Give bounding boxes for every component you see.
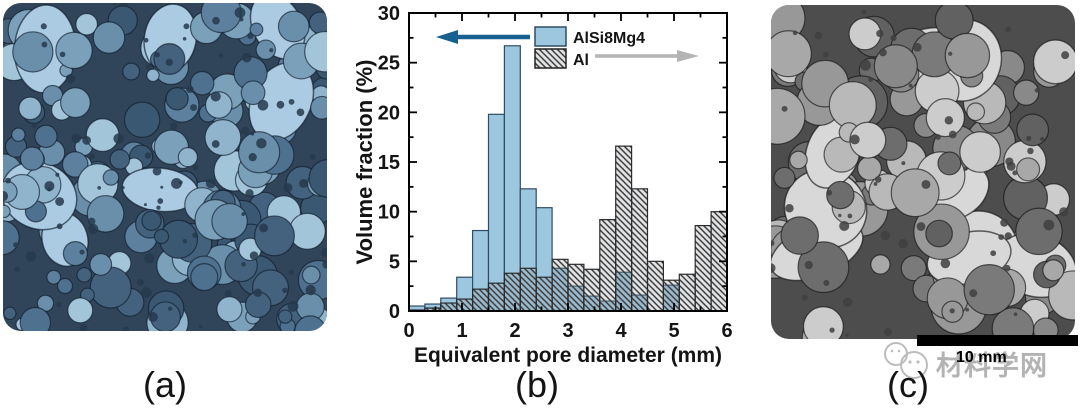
bar-al <box>646 260 664 312</box>
right-arrowhead-icon <box>677 50 699 62</box>
left-arrowhead-icon <box>436 30 458 44</box>
bar-al <box>519 267 537 312</box>
bar-alsi8mg4 <box>487 113 505 312</box>
svg-text:6: 6 <box>721 320 732 342</box>
bar-al <box>456 298 474 312</box>
chat-bubbles-icon <box>884 342 928 379</box>
legend-swatch-al <box>534 48 567 69</box>
scale-bar-label: 10 mm <box>956 349 1007 366</box>
svg-text:1: 1 <box>456 320 467 342</box>
panel-a-label: (a) <box>143 364 187 405</box>
bar-al <box>678 273 696 312</box>
bar-al <box>503 272 521 312</box>
bar-alsi8mg4 <box>503 45 521 312</box>
axis-ticks <box>408 12 728 312</box>
bar-al <box>567 263 585 312</box>
x-tick-labels: 0 1 2 3 4 5 6 <box>403 320 732 342</box>
bar-al <box>599 219 617 312</box>
y-tick-labels: 0 5 10 15 20 25 30 <box>378 3 400 323</box>
legend-swatch-alsi8mg4 <box>534 26 567 47</box>
bar-al <box>487 282 505 312</box>
watermark: 材料学网 10 mm <box>876 338 1080 382</box>
svg-text:10: 10 <box>378 202 400 224</box>
x-axis-title: Equivalent pore diameter (mm) <box>414 344 722 367</box>
svg-text:4: 4 <box>615 320 627 342</box>
svg-text:15: 15 <box>378 152 400 174</box>
svg-text:2: 2 <box>509 320 520 342</box>
panel-b-histogram: 0 1 2 3 4 5 6 0 5 10 15 20 25 30 Equivalent pore diame… <box>352 3 733 367</box>
watermark-text: 材料学网 <box>936 351 1048 381</box>
bar-al <box>535 276 553 312</box>
bar-al <box>694 224 712 312</box>
svg-text:5: 5 <box>668 320 679 342</box>
svg-text:20: 20 <box>378 102 400 124</box>
panel-c-foam-image <box>771 5 1075 339</box>
panel-b-label: (b) <box>515 364 559 405</box>
legend-label-al: Al <box>573 52 589 69</box>
bar-al <box>471 288 490 312</box>
y-axis-title: Volume fraction (%) <box>352 60 377 265</box>
svg-text:30: 30 <box>378 3 400 25</box>
svg-text:3: 3 <box>562 320 573 342</box>
svg-text:5: 5 <box>389 251 400 273</box>
svg-text:0: 0 <box>403 320 414 342</box>
bar-al <box>583 268 601 312</box>
bar-al <box>615 145 633 312</box>
legend-arrows <box>436 30 699 62</box>
svg-text:25: 25 <box>378 53 400 75</box>
bar-al <box>662 279 680 312</box>
bar-al <box>551 258 569 312</box>
panel-c-label: (c) <box>887 364 929 405</box>
bar-al <box>440 302 458 312</box>
scale-bar <box>917 335 1078 346</box>
legend-label-alsi8mg4: AlSi8Mg4 <box>573 30 645 47</box>
bar-al <box>631 188 649 312</box>
svg-text:0: 0 <box>389 301 400 323</box>
panel-a-foam-image <box>3 3 327 331</box>
legend: AlSi8Mg4 Al <box>534 26 645 69</box>
